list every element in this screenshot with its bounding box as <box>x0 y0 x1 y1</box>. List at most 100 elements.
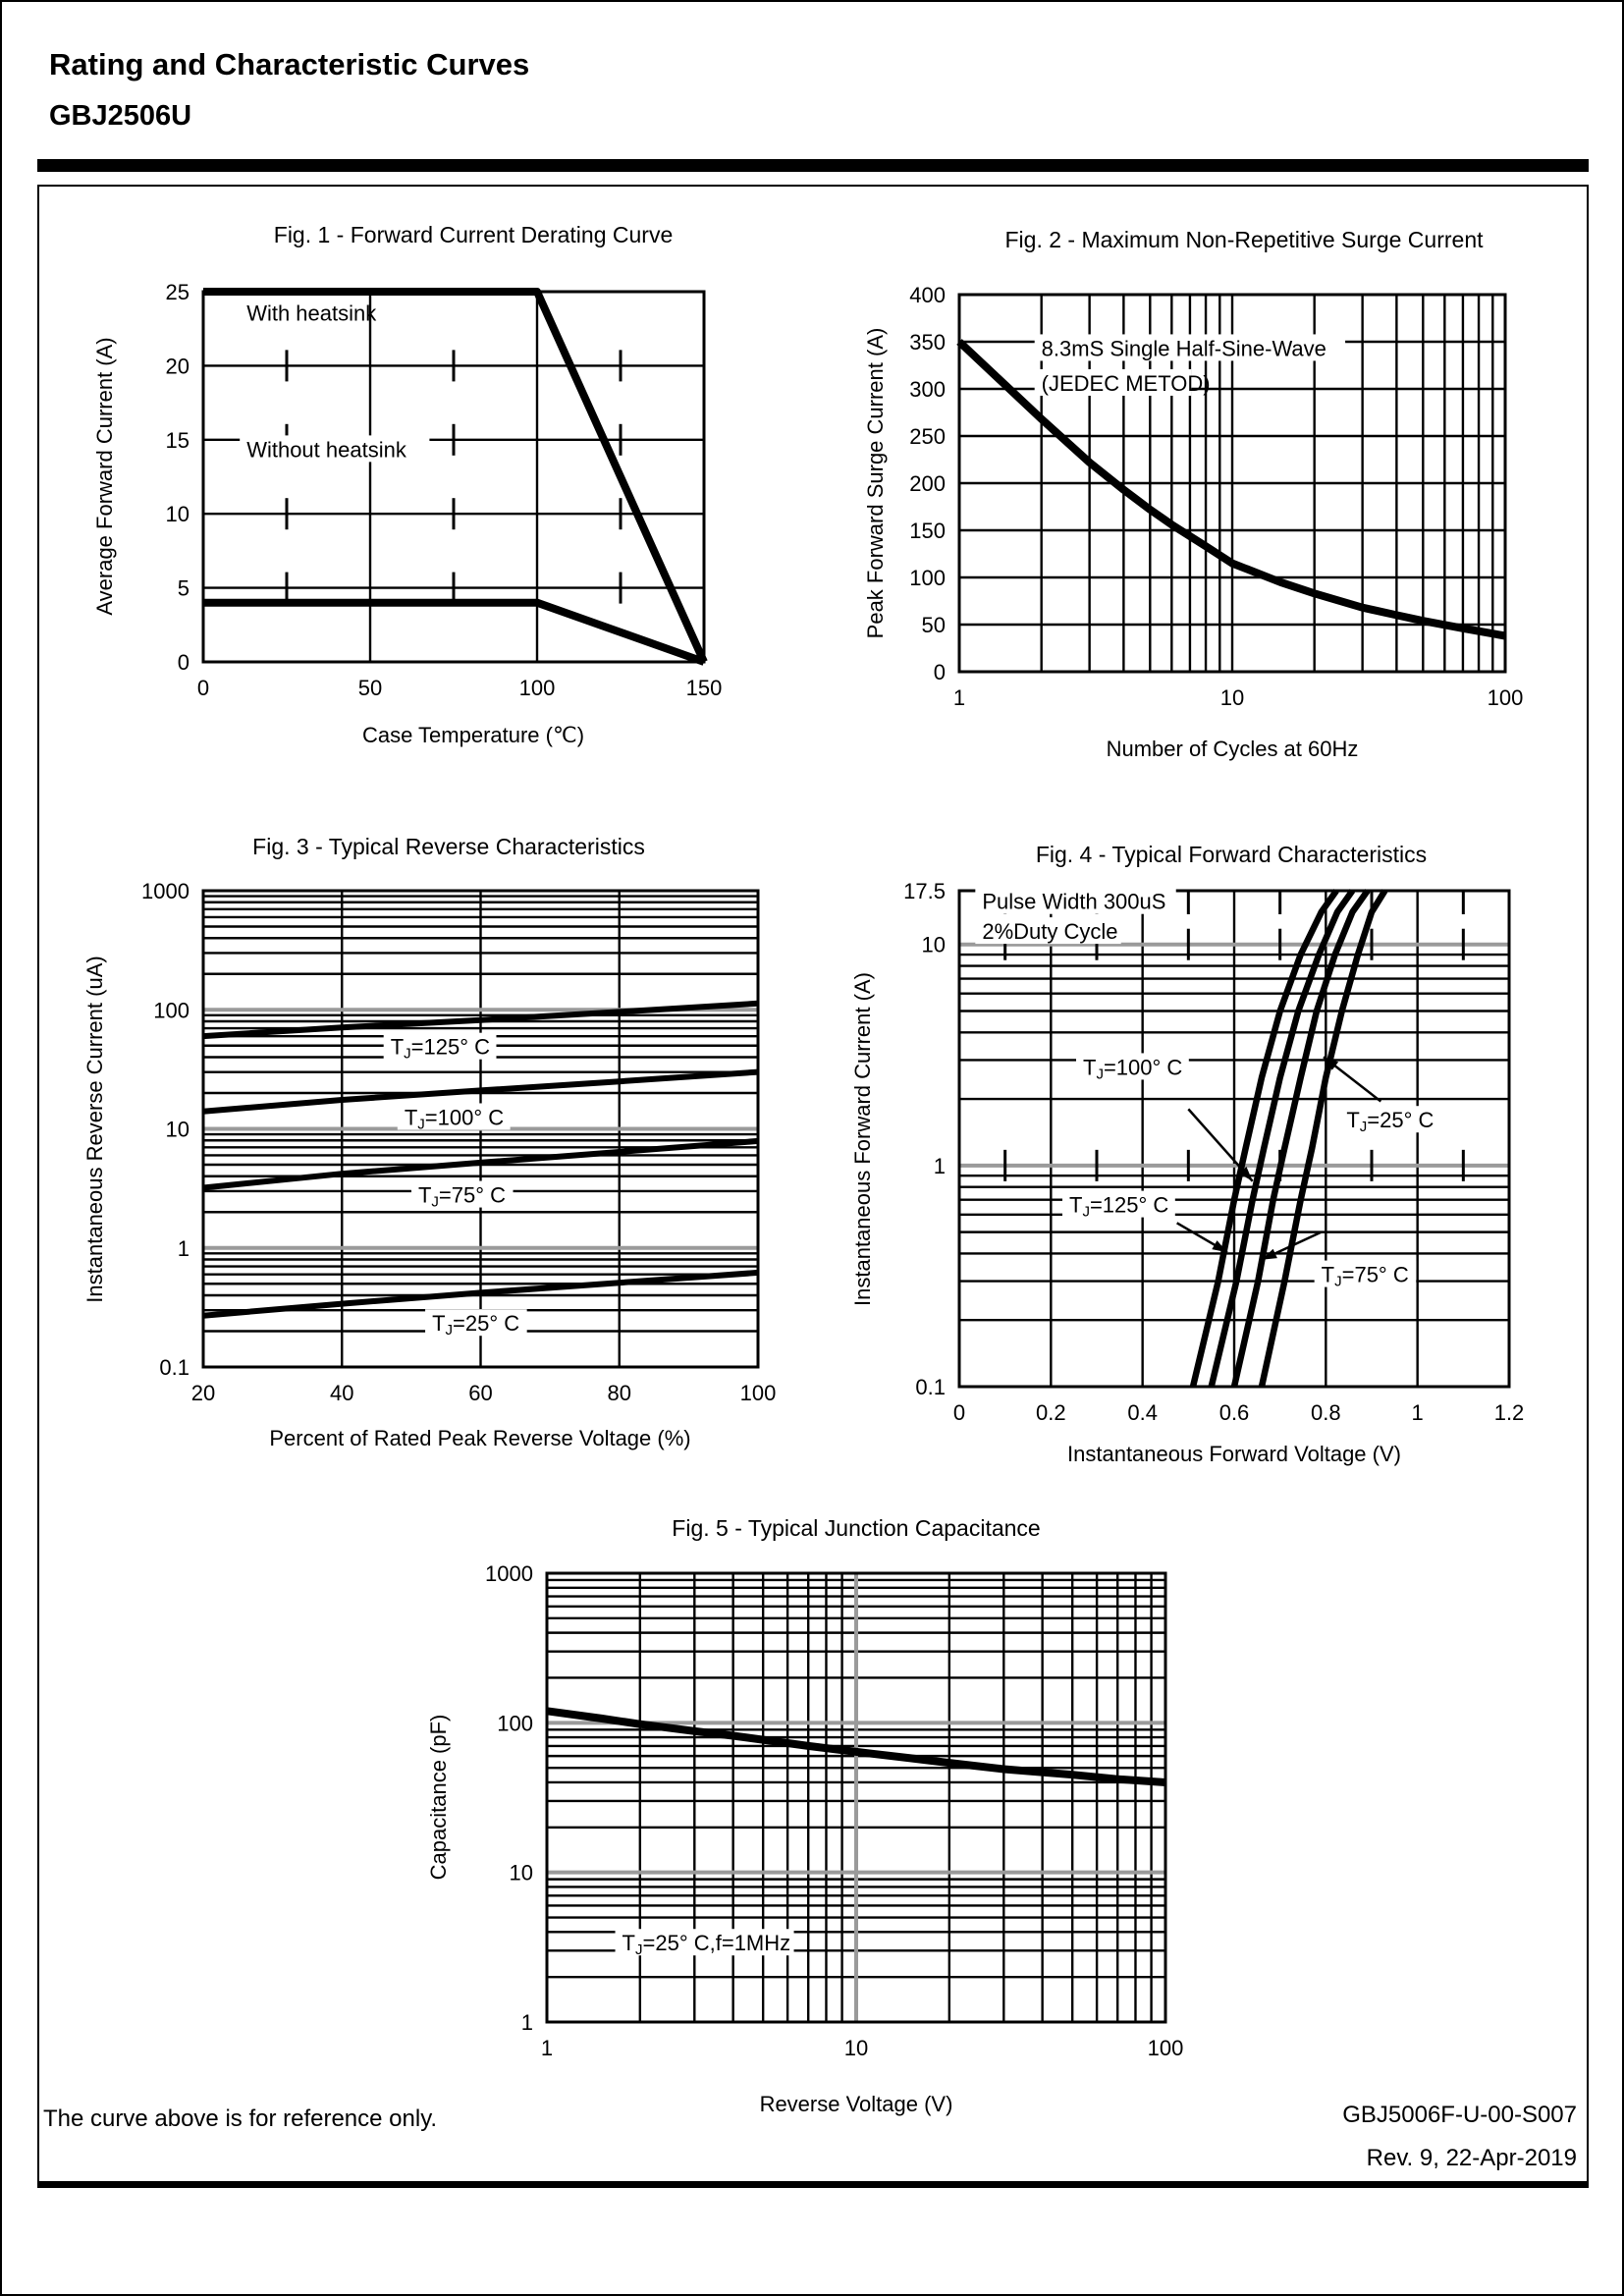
arrowhead <box>1212 1240 1227 1253</box>
fig3-annotation-bg <box>425 1309 527 1337</box>
fig3-annotation-bg <box>397 1103 511 1130</box>
fig3-y-tick-label: 1000 <box>141 879 189 903</box>
fig2-plot-border <box>957 293 1507 674</box>
fig4-x-tick-label: 0.4 <box>1127 1400 1158 1425</box>
fig5-y-tick-label: 1000 <box>485 1561 533 1586</box>
fig5-title: Fig. 5 - Typical Junction Capacitance <box>672 1515 1040 1541</box>
fig2-y-tick-label: 250 <box>909 424 946 449</box>
fig2-y-axis-label: Peak Forward Surge Current (A) <box>863 328 888 639</box>
fig1-x-tick-label: 50 <box>358 676 382 700</box>
fig2-y-tick-label: 150 <box>909 519 946 543</box>
fig1-series-with-heatsink <box>203 288 708 664</box>
fig4-y-tick-label: 1 <box>934 1154 946 1178</box>
fig5-y-tick-label: 10 <box>510 1861 533 1886</box>
fig3-annotation-bg <box>383 1032 497 1060</box>
fig4-annotation-bg <box>1062 1190 1175 1218</box>
fig4-x-tick-label: 0.6 <box>1219 1400 1250 1425</box>
fig4-series-tj-25-c <box>1258 889 1388 1388</box>
fig3-series-tj-100-c <box>202 1068 759 1115</box>
fig4-annotation-bg <box>1339 1106 1441 1133</box>
fig3-plot-border <box>201 889 760 1369</box>
fig3-group: TJ=125° C TJ=100° C TJ=75° C TJ=25° C 20 40 60… <box>82 834 776 1450</box>
arrowhead <box>1238 1166 1253 1181</box>
fig2-y-tick-label: 200 <box>909 471 946 496</box>
fig3-y-tick-label: 100 <box>153 998 189 1022</box>
fig3-annotation-tj-100-c: TJ=100° C <box>405 1105 504 1132</box>
fig2-x-tick-label: 10 <box>1220 685 1244 710</box>
fig3-x-tick-label: 80 <box>608 1381 631 1405</box>
fig4-annotation-bg <box>975 887 1176 914</box>
fig3-annotation-tj-75-c: TJ=75° C <box>418 1183 506 1211</box>
fig4-x-tick-label: 0 <box>953 1400 965 1425</box>
fig4-x-tick-label: 1 <box>1412 1400 1424 1425</box>
fig3-annotation-bg <box>410 1180 514 1208</box>
fig5-y-axis-label: Capacitance (pF) <box>426 1715 451 1881</box>
fig2-y-tick-label: 50 <box>922 613 946 637</box>
fig1-y-tick-label: 15 <box>166 428 189 453</box>
fig4-x-axis-label: Instantaneous Forward Voltage (V) <box>1067 1442 1401 1466</box>
fig4-title: Fig. 4 - Typical Forward Characteristics <box>1036 842 1427 867</box>
fig3-y-axis-label: Instantaneous Reverse Current (uA) <box>82 956 107 1302</box>
revision-label: Rev. 9, 22-Apr-2019 <box>1366 2145 1577 2171</box>
fig1-x-tick-label: 0 <box>197 676 209 700</box>
fig4-y-axis-label: Instantaneous Forward Current (A) <box>850 972 875 1306</box>
fig1-y-tick-label: 20 <box>166 354 189 378</box>
fig2-annotation-8-3ms-single-half-sine-wave: 8.3mS Single Half-Sine-Wave <box>1042 336 1326 360</box>
fig3-title: Fig. 3 - Typical Reverse Characteristics <box>252 834 645 859</box>
fig5-x-tick-label: 10 <box>844 2036 868 2060</box>
fig4-series-tj-100-c <box>1208 889 1356 1388</box>
annotation-arrow <box>1187 1108 1254 1182</box>
fig3-x-tick-label: 40 <box>330 1381 353 1405</box>
fig3-series-tj-75-c <box>202 1137 759 1191</box>
fig5-y-tick-label: 100 <box>497 1711 533 1735</box>
fig2-series-surge-current <box>956 339 1506 640</box>
fig4-annotation-bg <box>1314 1260 1417 1287</box>
fig5-x-tick-label: 1 <box>541 2036 553 2060</box>
fig1-series-without-heatsink <box>203 598 706 666</box>
fig4-annotation-tj-75-c: TJ=75° C <box>1322 1263 1409 1290</box>
fig3-y-tick-label: 0.1 <box>159 1355 189 1380</box>
footer-note: The curve above is for reference only. <box>43 2105 438 2132</box>
fig4-x-tick-label: 1.2 <box>1494 1400 1525 1425</box>
page-title: Rating and Characteristic Curves <box>49 47 530 82</box>
fig4-y-tick-label: 17.5 <box>903 879 946 903</box>
fig4-annotation-pulse-width-300us: Pulse Width 300uS <box>982 890 1165 914</box>
fig5-group: TJ=25° C,f=1MHz 1 10 100 1000 100 10 1 Fig. 5 - … <box>426 1515 1183 2116</box>
fig1-title: Fig. 1 - Forward Current Derating Curve <box>274 222 673 247</box>
header-rule <box>37 159 1589 172</box>
fig1-x-axis-label: Case Temperature (℃) <box>362 723 584 747</box>
arrowhead <box>1262 1248 1277 1260</box>
fig3-annotation-tj-25-c: TJ=25° C <box>432 1311 519 1339</box>
fig4-series-tj-75-c <box>1230 889 1371 1388</box>
fig4-annotation-bg <box>975 917 1121 945</box>
fig1-y-tick-label: 5 <box>178 576 189 601</box>
fig2-y-tick-label: 100 <box>909 566 946 590</box>
fig4-series-tj-125-c <box>1189 889 1339 1388</box>
fig3-x-tick-label: 60 <box>468 1381 492 1405</box>
fig2-x-tick-label: 1 <box>953 685 965 710</box>
fig2-annotation-jedec-metod: (JEDEC METOD) <box>1042 371 1211 396</box>
fig1-y-tick-label: 10 <box>166 502 189 526</box>
fig3-series-tj-25-c <box>202 1269 759 1319</box>
fig4-x-tick-label: 0.2 <box>1036 1400 1066 1425</box>
fig2-annotation-bg <box>1034 334 1346 361</box>
fig2-y-tick-label: 350 <box>909 330 946 355</box>
fig2-annotation-bg <box>1034 368 1192 396</box>
fig4-y-tick-label: 0.1 <box>915 1375 946 1399</box>
fig4-annotation-tj-125-c: TJ=125° C <box>1069 1193 1168 1221</box>
fig3-series-tj-125-c <box>202 1000 759 1040</box>
fig4-annotation-tj-100-c: TJ=100° C <box>1083 1055 1182 1082</box>
fig2-y-tick-label: 400 <box>909 283 946 307</box>
fig2-title: Fig. 2 - Maximum Non-Repetitive Surge Cu… <box>1005 227 1485 252</box>
fig4-y-tick-label: 10 <box>922 933 946 957</box>
arrowhead <box>1324 1057 1339 1070</box>
fig5-y-tick-label: 1 <box>521 2010 533 2035</box>
fig2-y-tick-label: 300 <box>909 377 946 402</box>
fig1-annotation-bg <box>240 435 430 463</box>
fig1-y-axis-label: Average Forward Current (A) <box>92 337 117 615</box>
fig3-x-tick-label: 20 <box>191 1381 215 1405</box>
fig5-x-tick-label: 100 <box>1148 2036 1184 2060</box>
charts-border-box <box>37 185 1589 2188</box>
fig4-annotation-bg <box>1076 1053 1189 1080</box>
